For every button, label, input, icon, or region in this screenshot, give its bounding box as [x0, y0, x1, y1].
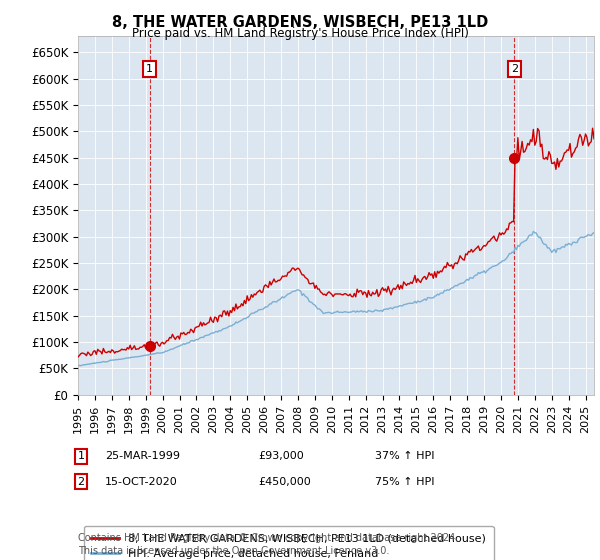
Text: Price paid vs. HM Land Registry's House Price Index (HPI): Price paid vs. HM Land Registry's House …	[131, 27, 469, 40]
Text: 2: 2	[511, 64, 518, 74]
Legend: 8, THE WATER GARDENS, WISBECH, PE13 1LD (detached house), HPI: Average price, de: 8, THE WATER GARDENS, WISBECH, PE13 1LD …	[83, 526, 494, 560]
Text: 15-OCT-2020: 15-OCT-2020	[105, 477, 178, 487]
Text: 2: 2	[77, 477, 85, 487]
Text: 1: 1	[77, 451, 85, 461]
Text: 1: 1	[146, 64, 153, 74]
Text: 37% ↑ HPI: 37% ↑ HPI	[375, 451, 434, 461]
Text: £93,000: £93,000	[258, 451, 304, 461]
Text: £450,000: £450,000	[258, 477, 311, 487]
Text: 8, THE WATER GARDENS, WISBECH, PE13 1LD: 8, THE WATER GARDENS, WISBECH, PE13 1LD	[112, 15, 488, 30]
Text: 75% ↑ HPI: 75% ↑ HPI	[375, 477, 434, 487]
Text: Contains HM Land Registry data © Crown copyright and database right 2024.
This d: Contains HM Land Registry data © Crown c…	[78, 533, 458, 556]
Text: 25-MAR-1999: 25-MAR-1999	[105, 451, 180, 461]
